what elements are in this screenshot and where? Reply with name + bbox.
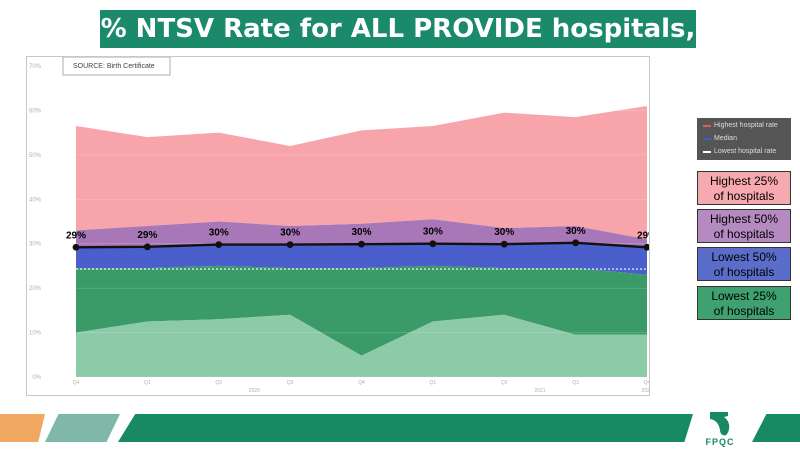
x-tick-label: Q1 [430, 380, 437, 386]
median-data-label: 30% [494, 227, 514, 238]
chart-legend: Highest hospital rate Median Lowest hosp… [697, 118, 791, 160]
median-point [143, 243, 151, 251]
quartile-box-lowest-50-line2: of hospitals [713, 265, 775, 279]
x-tick-label: Q4 [73, 380, 80, 386]
x-year-label: 2021 [534, 388, 545, 394]
band-highest-25 [76, 105, 647, 240]
y-tick-label: 0% [32, 375, 41, 381]
y-tick-label: 50% [29, 153, 42, 159]
chart-frame: 29% 29% 30% 30% 30% 30% 30% 30% 29% 0% 10% 20% 30% 4… [26, 56, 657, 396]
x-tick-label: Q4 [358, 380, 365, 386]
median-series [72, 239, 651, 251]
median-point [358, 240, 365, 248]
median-point [572, 239, 580, 247]
median-data-label: 29% [637, 230, 649, 241]
chart-areas [76, 105, 647, 377]
quartile-box-highest-50-line2: of hospitals [713, 227, 775, 241]
y-tick-label: 70% [29, 64, 42, 70]
median-data-label: 30% [423, 227, 443, 238]
legend-item-median: Median [697, 133, 791, 145]
y-tick-label: 20% [29, 286, 42, 292]
quartile-box-highest-25: Highest 25% of hospitals [697, 171, 791, 205]
median-point [286, 241, 294, 249]
footer-bar-green [118, 414, 693, 442]
y-tick-label: 40% [29, 197, 42, 203]
source-box [62, 56, 171, 76]
median-data-label: 30% [280, 228, 300, 239]
legend-label-lowest: Lowest hospital rate [714, 148, 777, 155]
median-data-label: 30% [566, 226, 586, 237]
quartile-box-lowest-25: Lowest 25% of hospitals [697, 286, 791, 320]
source-label: SOURCE: Birth Certificate [73, 63, 155, 70]
y-axis-ticks: 0% 10% 20% 30% 40% 50% 60% 70% [29, 64, 42, 381]
quartile-box-highest-50: Highest 50% of hospitals [697, 209, 791, 243]
x-year-label: 2022 [641, 388, 649, 394]
quartile-box-highest-25-line1: Highest 25% [709, 174, 779, 188]
footer-bar-green-right [752, 414, 800, 442]
quartile-box-lowest-25-line2: of hospitals [713, 304, 775, 318]
legend-swatch-lowest [703, 151, 711, 153]
x-tick-label: Q1 [144, 380, 151, 386]
fpqc-logo: FPQC [705, 412, 734, 447]
footer-bar-teal [45, 414, 120, 442]
logo-text: FPQC [705, 437, 734, 447]
florida-state-icon [710, 412, 730, 436]
median-point [215, 241, 223, 249]
x-tick-label: Q3 [287, 380, 294, 386]
x-axis-ticks: Q4 Q1 Q2 Q3 Q4 Q1 Q2 Q3 Q4 2020 2021 2022 [73, 380, 653, 394]
median-data-label: 30% [209, 228, 229, 239]
slide-title: % NTSV Rate for ALL PROVIDE hospitals, [100, 10, 696, 48]
legend-item-highest: Highest hospital rate [697, 120, 791, 132]
y-tick-label: 10% [29, 331, 42, 337]
x-tick-label: Q4 [644, 380, 649, 386]
median-point [643, 243, 651, 251]
median-point [500, 240, 508, 248]
y-tick-label: 30% [29, 242, 42, 248]
median-data-label: 30% [351, 227, 371, 238]
band-lowest-50 [76, 242, 647, 275]
x-tick-label: Q2 [215, 380, 222, 386]
median-point [72, 243, 80, 251]
ntsv-area-chart: 29% 29% 30% 30% 30% 30% 30% 30% 29% 0% 10% 20% 30% 4… [29, 56, 657, 394]
x-tick-label: Q3 [572, 380, 579, 386]
legend-label-highest: Highest hospital rate [714, 122, 778, 129]
quartile-box-lowest-50-line1: Lowest 50% [711, 250, 777, 264]
legend-swatch-median [703, 138, 711, 140]
footer-bar-orange [0, 414, 45, 442]
legend-label-median: Median [714, 135, 737, 142]
median-point [429, 240, 437, 248]
x-tick-label: Q2 [501, 380, 508, 386]
legend-item-lowest: Lowest hospital rate [697, 146, 791, 158]
median-data-label: 29% [66, 230, 86, 241]
source-box-group: SOURCE: Birth Certificate [62, 56, 171, 76]
legend-swatch-highest [703, 125, 711, 127]
quartile-box-highest-50-line1: Highest 50% [709, 212, 779, 226]
median-value-labels: 29% 29% 30% 30% 30% 30% 30% 30% 29% [66, 226, 657, 241]
quartile-box-highest-25-line2: of hospitals [713, 189, 775, 203]
band-lowest-25 [76, 265, 647, 356]
quartile-box-lowest-50: Lowest 50% of hospitals [697, 247, 791, 281]
y-tick-label: 60% [29, 108, 42, 114]
quartile-box-lowest-25-line1: Lowest 25% [711, 289, 777, 303]
median-data-label: 29% [137, 230, 157, 241]
x-year-label: 2020 [249, 388, 260, 394]
band-lowest-hospital [76, 314, 647, 377]
band-highest-50 [76, 219, 647, 248]
